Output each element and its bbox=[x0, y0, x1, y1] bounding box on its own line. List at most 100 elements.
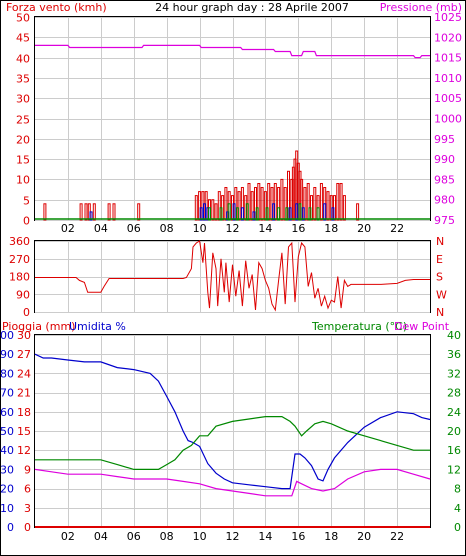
wind-average-bar bbox=[255, 207, 259, 221]
hour-tick-label: 10 bbox=[193, 222, 207, 235]
hour-tick-label: 04 bbox=[94, 222, 108, 235]
humidity-axis-label: Umidita % bbox=[69, 320, 126, 333]
compass-tick-label: N bbox=[436, 306, 444, 319]
temperature-tick-label: 32 bbox=[447, 367, 461, 380]
wind-gust-bar bbox=[272, 203, 276, 221]
humidity-tick-label: 70 bbox=[0, 387, 14, 400]
wind-gust-bar bbox=[232, 203, 236, 221]
temperature-tick-label: 20 bbox=[447, 425, 461, 438]
rain-tick-label: 3 bbox=[24, 502, 31, 515]
hour-tick-label: 12 bbox=[226, 530, 240, 543]
hour-tick-label: 02 bbox=[61, 222, 75, 235]
wind-speed-bar bbox=[267, 183, 271, 221]
rain-tick-label: 27 bbox=[17, 348, 31, 361]
direction-tick-label: 180 bbox=[9, 271, 30, 284]
humidity-tick-label: 100 bbox=[0, 329, 14, 342]
wind-speed-bar bbox=[283, 187, 287, 221]
rain-tick-label: 6 bbox=[24, 483, 31, 496]
wind-speed-bar bbox=[79, 203, 83, 221]
wind-speed-bar bbox=[250, 191, 254, 221]
wind-speed-bar bbox=[300, 178, 304, 221]
pressure-tick-label: 1025 bbox=[434, 11, 462, 24]
wind-speed-tick-label: 5 bbox=[23, 195, 30, 208]
pressure-tick-label: 975 bbox=[434, 214, 455, 227]
wind-speed-bar bbox=[214, 203, 218, 221]
temperature-tick-label: 28 bbox=[447, 387, 461, 400]
temperature-axis-label: Temperatura (°C) bbox=[311, 320, 407, 333]
dew-point-axis-label: Dew Point bbox=[394, 320, 450, 333]
hour-tick-label: 08 bbox=[160, 530, 174, 543]
hour-tick-label: 22 bbox=[390, 222, 404, 235]
wind-gust-bar bbox=[323, 203, 327, 221]
wind-speed-axis-label: Forza vento (kmh) bbox=[6, 1, 107, 14]
wind-speed-bar bbox=[339, 183, 343, 221]
wind-speed-bar bbox=[92, 203, 96, 221]
wind-speed-bar bbox=[273, 183, 277, 221]
data-layer bbox=[34, 44, 431, 528]
dew-point-line bbox=[34, 468, 431, 497]
wind-speed-bar bbox=[107, 203, 111, 221]
wind-gust-bar bbox=[203, 203, 206, 221]
pressure-tick-label: 1000 bbox=[434, 113, 462, 126]
compass-tick-label: S bbox=[436, 271, 443, 284]
pressure-tick-label: 980 bbox=[434, 194, 455, 207]
hour-tick-label: 06 bbox=[127, 222, 141, 235]
rain-tick-label: 21 bbox=[17, 387, 31, 400]
wind-gust-bar bbox=[288, 207, 292, 221]
wind-speed-bar bbox=[319, 183, 323, 221]
wind-speed-tick-label: 40 bbox=[16, 53, 30, 66]
hour-tick-label: 20 bbox=[357, 530, 371, 543]
pressure-tick-label: 1010 bbox=[434, 72, 462, 85]
wind-speed-tick-label: 35 bbox=[16, 73, 30, 86]
humidity-tick-label: 0 bbox=[7, 521, 14, 534]
rain-tick-label: 15 bbox=[17, 425, 31, 438]
temperature-tick-label: 40 bbox=[447, 329, 461, 342]
wind-speed-bar bbox=[224, 187, 228, 221]
humidity-tick-label: 50 bbox=[0, 425, 14, 438]
wind-gust-bar bbox=[199, 207, 203, 221]
rain-tick-label: 30 bbox=[17, 329, 31, 342]
wind-speed-tick-label: 30 bbox=[16, 93, 30, 106]
wind-speed-tick-label: 10 bbox=[16, 174, 30, 187]
direction-tick-label: 0 bbox=[23, 306, 30, 319]
rain-tick-label: 0 bbox=[24, 521, 31, 534]
hour-tick-label: 14 bbox=[258, 222, 272, 235]
wind-speed-tick-label: 0 bbox=[23, 215, 30, 228]
wind-speed-bar bbox=[306, 183, 310, 221]
wind-speed-bar bbox=[84, 203, 88, 221]
pressure-tick-label: 1005 bbox=[434, 92, 462, 105]
wind-direction-line bbox=[35, 240, 430, 312]
wind-gust-bar bbox=[295, 203, 299, 221]
wind-speed-tick-label: 50 bbox=[16, 12, 30, 25]
temperature-tick-label: 0 bbox=[454, 521, 461, 534]
hour-tick-label: 10 bbox=[193, 530, 207, 543]
rain-axis-label: Pioggia (mm) bbox=[2, 320, 75, 333]
hour-tick-label: 14 bbox=[258, 530, 272, 543]
rain-tick-label: 12 bbox=[17, 444, 31, 457]
rain-tick-label: 24 bbox=[17, 367, 31, 380]
temperature-tick-label: 24 bbox=[447, 406, 461, 419]
hour-tick-label: 02 bbox=[61, 530, 75, 543]
wind-speed-bar bbox=[313, 187, 317, 221]
hour-tick-label: 20 bbox=[357, 222, 371, 235]
wind-speed-tick-label: 15 bbox=[16, 154, 30, 167]
wind-speed-bar bbox=[237, 191, 241, 221]
wind-speed-bar bbox=[43, 203, 47, 221]
wind-speed-bar bbox=[260, 187, 264, 221]
wind-average-bar bbox=[245, 203, 249, 221]
hour-tick-label: 22 bbox=[390, 530, 404, 543]
pressure-line bbox=[35, 44, 430, 59]
wind-speed-bar bbox=[198, 191, 202, 221]
hour-tick-label: 18 bbox=[324, 222, 338, 235]
pressure-axis-label: Pressione (mb) bbox=[380, 1, 462, 14]
wind-average-bar bbox=[219, 207, 223, 221]
humidity-tick-label: 90 bbox=[0, 348, 14, 361]
wind-average-bar bbox=[308, 207, 312, 221]
humidity-tick-label: 60 bbox=[0, 406, 14, 419]
humidity-tick-label: 30 bbox=[0, 463, 14, 476]
wind-average-bar bbox=[235, 207, 239, 221]
wind-average-bar bbox=[208, 207, 211, 221]
humidity-tick-label: 20 bbox=[0, 483, 14, 496]
